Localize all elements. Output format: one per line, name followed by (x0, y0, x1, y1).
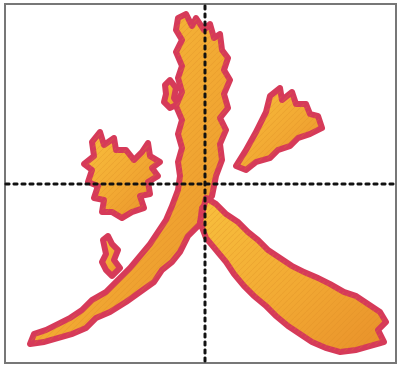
right-falling-stroke (197, 195, 389, 355)
main-central-stroke (27, 11, 233, 347)
small-flame-bottom (99, 233, 123, 279)
right-dot-stroke (233, 85, 325, 173)
